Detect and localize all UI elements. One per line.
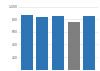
Bar	[68, 22, 80, 70]
Bar	[36, 17, 48, 70]
Bar	[84, 16, 95, 70]
Bar	[52, 16, 64, 70]
Bar	[21, 15, 32, 70]
